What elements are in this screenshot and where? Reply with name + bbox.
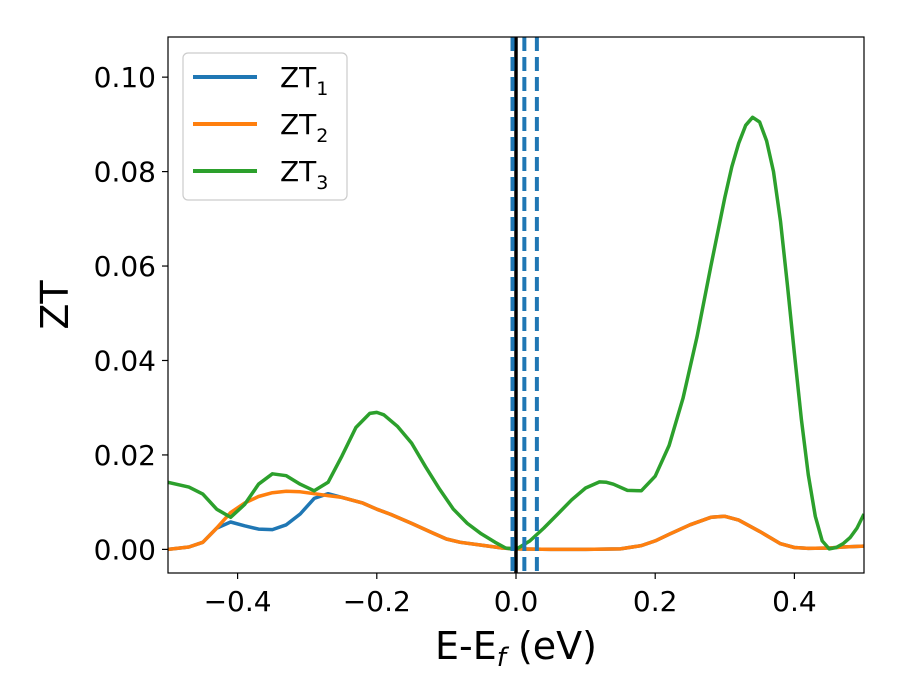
legend-label-2: ZT2 — [280, 108, 328, 147]
legend-box — [182, 52, 348, 201]
y-tick-label: 0.10 — [94, 61, 156, 94]
series-line-3 — [168, 115, 864, 552]
legend-label-3: ZT3 — [280, 155, 328, 194]
series-line-2 — [168, 489, 864, 552]
y-axis: 0.00 0.02 0.04 0.06 0.08 0.10 — [94, 61, 168, 566]
x-tick-label: −0.4 — [204, 585, 272, 618]
y-tick-label: 0.08 — [94, 156, 156, 189]
legend: ZT1 ZT2 ZT3 — [182, 52, 348, 201]
x-tick-label: 0.4 — [772, 585, 817, 618]
y-tick-label: 0.02 — [94, 439, 156, 472]
y-tick-label: 0.06 — [94, 250, 156, 283]
y-axis-label: ZT — [33, 280, 77, 330]
x-tick-label: 0.0 — [494, 585, 539, 618]
y-tick-label: 0.04 — [94, 344, 156, 377]
x-tick-label: 0.2 — [633, 585, 678, 618]
legend-label-1: ZT1 — [280, 61, 328, 100]
x-axis-label: E-Ef (eV) — [435, 624, 597, 673]
x-tick-label: −0.2 — [343, 585, 411, 618]
x-axis: −0.4 −0.2 0.0 0.2 0.4 — [204, 573, 817, 618]
y-tick-label: 0.00 — [94, 533, 156, 566]
series-layer — [168, 115, 864, 552]
plot-area — [167, 36, 865, 574]
